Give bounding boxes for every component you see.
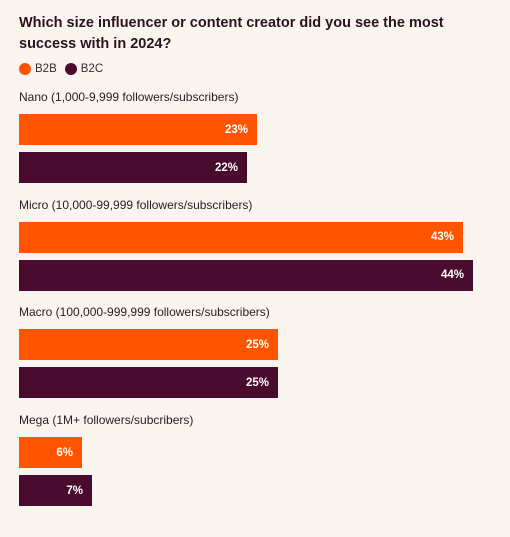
bar-b2b: 6% (19, 437, 82, 469)
legend-item-b2b: B2B (19, 63, 57, 75)
bar-b2c: 44% (19, 259, 473, 291)
bar-value-label: 25% (245, 376, 269, 389)
bar-value-label: 7% (66, 484, 83, 497)
bar-b2c: 7% (19, 475, 92, 507)
bar-b2c: 22% (19, 152, 247, 183)
category-label: Macro (100,000-999,999 followers/subscri… (19, 305, 270, 320)
legend: B2B B2C (19, 62, 111, 76)
bar-value-label: 25% (245, 338, 269, 351)
legend-item-b2c: B2C (64, 63, 104, 75)
bar-b2b: 23% (19, 114, 257, 145)
chart-title: Which size influencer or content creator… (19, 15, 444, 52)
bar-b2b: 43% (19, 221, 463, 253)
bar-value-label: 23% (224, 123, 248, 136)
bar-value-label: 22% (214, 161, 238, 174)
bar-value-label: 43% (430, 231, 454, 244)
category-label: Mega (1M+ followers/subcribers) (19, 413, 194, 428)
bar-value-label: 44% (440, 269, 464, 282)
bar-b2c: 25% (19, 367, 278, 399)
category-label: Micro (10,000-99,999 followers/subscribe… (19, 197, 253, 212)
legend-label-b2c: B2C (80, 63, 104, 75)
bar-b2b: 25% (19, 329, 278, 361)
legend-label-b2b: B2B (35, 63, 57, 75)
legend-swatch-b2c (64, 63, 77, 75)
bar-value-label: 6% (56, 446, 73, 459)
category-label: Nano (1,000-9,999 followers/subscribers) (19, 90, 239, 104)
legend-swatch-b2b (19, 63, 31, 75)
